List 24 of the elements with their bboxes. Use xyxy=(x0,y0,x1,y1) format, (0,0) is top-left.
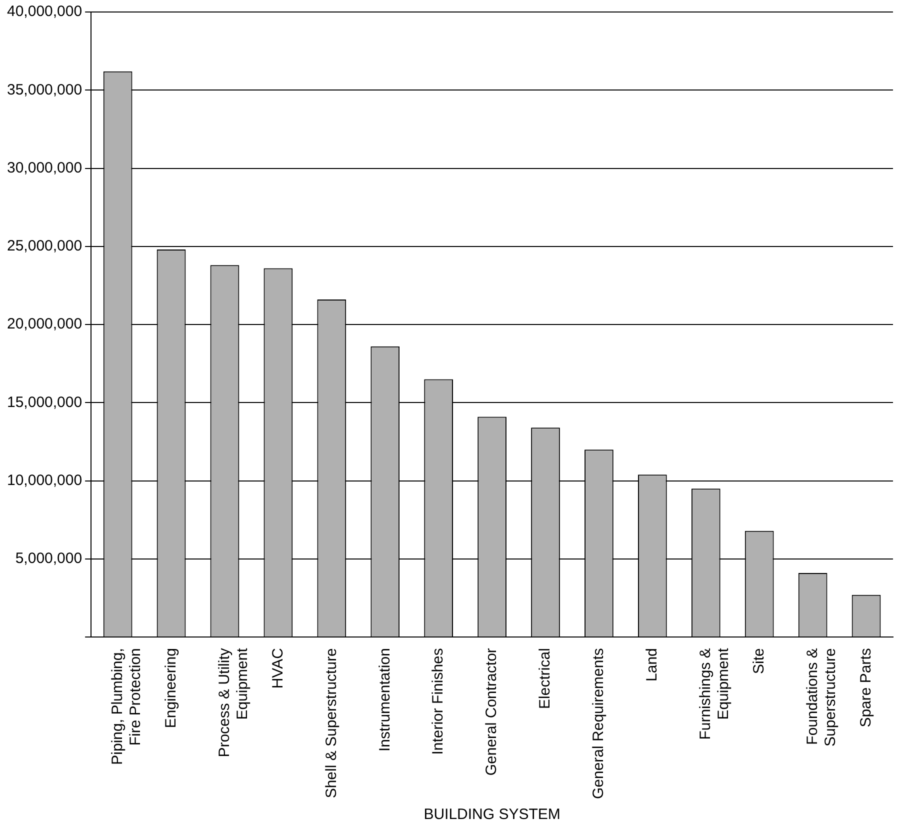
x-tick-label: Foundations & Superstructure xyxy=(804,648,839,746)
x-tick-label: General Contractor xyxy=(483,648,500,776)
x-tick-label: Spare Parts xyxy=(857,648,874,728)
x-tick-label: General Requirements xyxy=(590,648,608,800)
x-tick-label: Instrumentation xyxy=(376,648,394,752)
y-tick-label: 25,000,000 xyxy=(6,238,82,255)
x-tick-label: Electrical xyxy=(536,648,554,709)
x-tick-label: Engineering xyxy=(162,648,180,728)
y-tick-label: 20,000,000 xyxy=(6,316,82,333)
y-tick-label: 15,000,000 xyxy=(6,394,82,411)
x-tick-label: Interior Finishes xyxy=(430,648,447,755)
x-tick-label: Piping, Plumbing, Fire Protection xyxy=(108,648,144,765)
y-tick-label: 5,000,000 xyxy=(15,550,82,568)
y-tick-label: 35,000,000 xyxy=(6,81,82,98)
x-tick-label: Land xyxy=(644,648,661,682)
x-tick-label: HVAC xyxy=(269,648,286,689)
y-tick-label: 10,000,000 xyxy=(6,472,82,489)
x-tick-label: Site xyxy=(750,648,768,674)
x-axis-title: BUILDING SYSTEM xyxy=(424,806,560,824)
y-tick-label: 30,000,000 xyxy=(6,159,82,176)
x-tick-label: Shell & Superstructure xyxy=(322,648,340,798)
x-tick-label: Furnishings & Equipment xyxy=(697,647,732,740)
x-tick-label: Process & Utility Equipment xyxy=(216,647,251,758)
y-tick-label: 40,000,000 xyxy=(6,3,82,20)
